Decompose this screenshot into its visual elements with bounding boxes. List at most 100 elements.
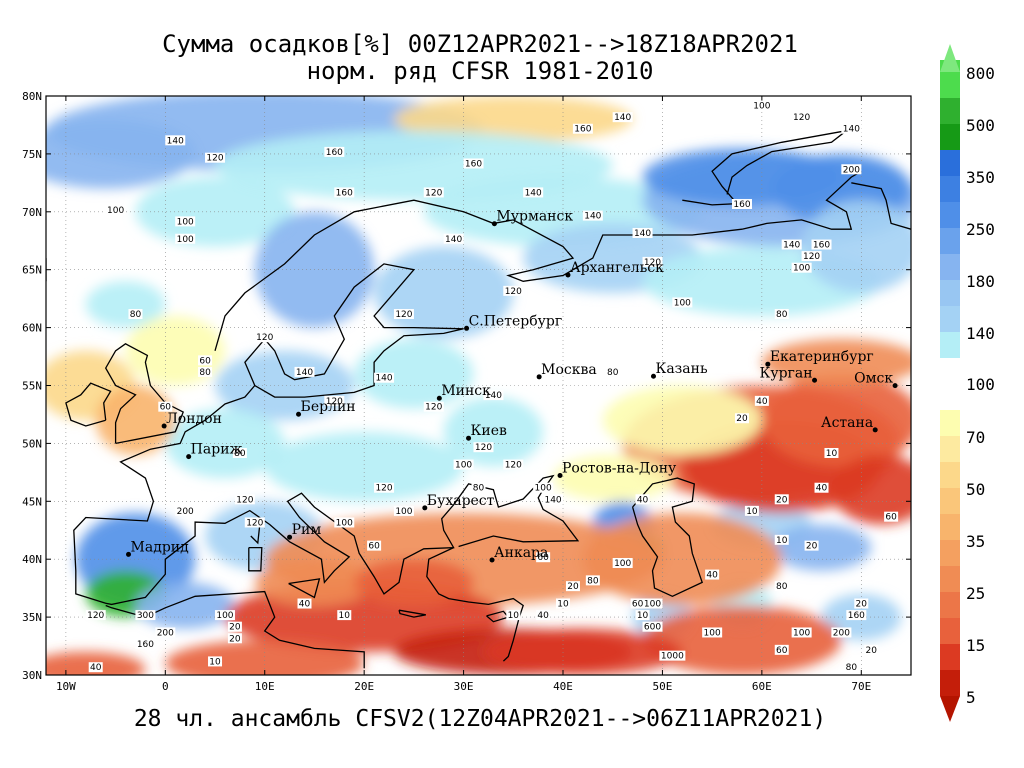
contour-value-label: 120 [205, 152, 226, 164]
svg-text:Курган: Курган [760, 365, 813, 381]
contour-value-label: 140 [841, 123, 862, 135]
legend-level-label: 800 [966, 64, 995, 83]
svg-text:10: 10 [209, 657, 221, 667]
legend-level-label: 25 [966, 584, 985, 603]
svg-text:40: 40 [90, 663, 102, 673]
contour-value-label: 20 [774, 494, 789, 505]
map-title: Сумма осадков[%] 00Z12APR2021-->18Z18APR… [162, 30, 798, 58]
legend-color-swatch [940, 150, 960, 176]
svg-text:100: 100 [704, 628, 721, 638]
contour-value-label: 140 [612, 112, 633, 123]
contour-value-label: 120 [374, 482, 395, 494]
svg-text:Москва: Москва [541, 362, 597, 378]
legend-color-swatch [940, 592, 960, 618]
legend-color-swatch [940, 462, 960, 488]
contour-value-label: 160 [731, 199, 752, 210]
contour-value-label: 120 [393, 309, 414, 320]
svg-text:Лондон: Лондон [166, 411, 222, 427]
svg-text:100: 100 [216, 611, 233, 621]
svg-text:Омск: Омск [854, 371, 893, 387]
legend-color-swatch [940, 566, 960, 592]
legend-color-swatch [940, 124, 960, 150]
svg-text:20: 20 [806, 542, 818, 552]
contour-value-label: 40 [705, 569, 720, 581]
svg-text:120: 120 [505, 287, 522, 297]
contour-value-label: 140 [294, 366, 315, 378]
svg-text:Екатеринбург: Екатеринбург [770, 349, 874, 365]
svg-text:120: 120 [206, 154, 223, 164]
svg-text:60: 60 [199, 356, 211, 366]
legend-color-swatch [940, 280, 960, 306]
contour-value-label: 80 [585, 575, 600, 586]
legend-color-swatch [940, 670, 960, 696]
contour-value-label: 160 [572, 123, 593, 135]
svg-text:Мадрид: Мадрид [131, 539, 190, 555]
legend-level-label: 250 [966, 220, 995, 239]
legend-color-swatch [940, 332, 960, 358]
legend-color-swatch [940, 540, 960, 566]
contour-value-label: 100 [393, 505, 414, 517]
svg-text:20: 20 [736, 414, 748, 424]
city-marker: Бухарест [422, 493, 495, 511]
contour-value-label: 140 [781, 239, 802, 251]
contour-value-label: 140 [632, 227, 653, 239]
svg-text:140: 140 [167, 136, 184, 146]
contour-value-label: 120 [801, 251, 822, 262]
contour-value-label: 120 [423, 401, 444, 413]
contour-value-label: 80 [232, 447, 247, 459]
svg-text:100: 100 [793, 628, 810, 638]
contour-value-label: 160 [324, 146, 345, 158]
contour-value-label: 120 [423, 187, 444, 198]
latitude-tick-label: 70N [22, 206, 42, 219]
svg-text:60: 60 [368, 542, 380, 552]
svg-text:160: 160 [813, 241, 830, 251]
svg-text:10: 10 [557, 600, 569, 610]
svg-text:60: 60 [537, 553, 549, 563]
city-marker: Лондон [161, 411, 222, 429]
city-marker: Москва [536, 362, 597, 380]
svg-text:100: 100 [753, 102, 770, 112]
contour-value-label: 160 [334, 187, 355, 198]
precipitation-map: 80N 75N 70N 65N 60N 55N 50N 45N 40N 35N 30N 10W 0 10E… [22, 90, 912, 693]
svg-text:Париж: Париж [191, 442, 243, 458]
contour-value-label: 200 [831, 627, 852, 638]
contour-value-label: 100 [612, 557, 633, 569]
latitude-tick-label: 45N [22, 495, 42, 508]
svg-text:120: 120 [505, 461, 522, 471]
svg-text:140: 140 [544, 495, 561, 505]
svg-text:60: 60 [885, 513, 897, 523]
city-marker: Мадрид [126, 539, 189, 557]
svg-text:10: 10 [508, 611, 520, 621]
contour-value-label: 100 [702, 627, 723, 638]
svg-text:120: 120 [236, 495, 253, 505]
svg-text:60: 60 [776, 646, 788, 656]
svg-text:120: 120 [326, 397, 343, 407]
svg-text:10: 10 [339, 611, 351, 621]
svg-text:100: 100 [107, 206, 124, 216]
svg-text:160: 160 [326, 148, 343, 158]
svg-text:40: 40 [637, 495, 649, 505]
svg-text:140: 140 [584, 212, 601, 222]
contour-value-label: 120 [254, 332, 275, 343]
contour-value-label: 60 [774, 644, 789, 656]
legend-level-label: 50 [966, 480, 985, 499]
contour-value-label: 80 [128, 309, 143, 320]
contour-value-label: 120 [503, 459, 524, 471]
city-marker: С.Петербург [464, 313, 562, 331]
contour-value-label: 300 [135, 610, 156, 621]
longitude-tick-label: 70E [851, 680, 871, 693]
city-marker: Екатеринбург [765, 349, 874, 367]
svg-text:40: 40 [537, 611, 549, 621]
svg-text:20: 20 [856, 600, 868, 610]
city-marker: Минск [436, 383, 491, 401]
legend-max-arrow [940, 44, 960, 72]
svg-text:140: 140 [843, 125, 860, 135]
city-marker: Рим [287, 522, 321, 540]
svg-text:160: 160 [848, 611, 865, 621]
contour-value-label: 20 [864, 644, 879, 656]
legend-color-swatch [940, 488, 960, 514]
contour-value-label: 160 [135, 639, 156, 650]
svg-text:600: 600 [644, 623, 661, 633]
longitude-tick-label: 10E [255, 680, 275, 693]
contour-value-label: 120 [503, 285, 524, 297]
